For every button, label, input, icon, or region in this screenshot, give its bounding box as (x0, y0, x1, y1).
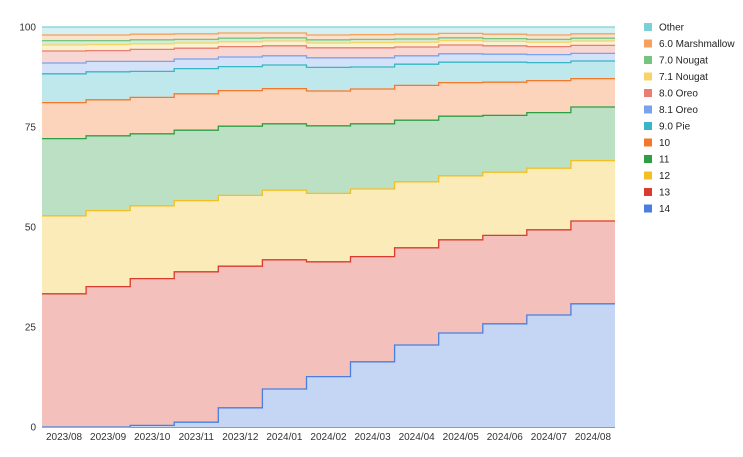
area-12 (42, 160, 615, 294)
x-tick-label: 2024/06 (487, 432, 524, 443)
legend-label: Other (659, 23, 685, 34)
y-tick-label: 50 (25, 223, 37, 234)
legend-swatch (644, 72, 652, 81)
x-tick-label: 2024/02 (310, 432, 347, 443)
y-tick-label: 25 (25, 323, 37, 334)
area-other (42, 27, 615, 35)
line-7-0-nougat (42, 37, 615, 42)
y-tick-label: 75 (25, 123, 37, 134)
legend-label: 8.0 Oreo (659, 89, 698, 100)
legend-swatch (644, 171, 652, 180)
x-tick-label: 2024/07 (531, 432, 568, 443)
axis-layer: 0 25 50 75 100 2023/08 2023/09 2023/10 2023/11 20… (19, 23, 611, 444)
legend-swatch (644, 204, 652, 213)
legend-label: 8.1 Oreo (659, 105, 698, 116)
legend-swatch (644, 122, 652, 130)
legend-label: 9.0 Pie (659, 122, 691, 133)
legend-swatch (644, 89, 652, 97)
line-6-0-marshmallow (42, 32, 615, 36)
legend-label: 10 (659, 138, 671, 149)
legend-swatch (644, 23, 652, 31)
legend-swatch (644, 138, 652, 147)
x-tick-label: 2023/09 (90, 432, 127, 443)
line-7-1-nougat (42, 39, 615, 46)
legend: Other 6.0 Marshmallow 7.0 Nougat 7.1 Nougat… (644, 23, 735, 215)
line-layer (42, 26, 615, 428)
legend-label: 14 (659, 204, 671, 215)
line-8-1-oreo (42, 52, 615, 64)
x-tick-label: 2024/01 (266, 432, 303, 443)
legend-label: 6.0 Marshmallow (659, 39, 735, 50)
y-tick-label: 0 (30, 423, 36, 434)
legend-label: 12 (659, 171, 671, 182)
x-tick-label: 2023/11 (179, 432, 215, 443)
legend-swatch (644, 39, 652, 48)
legend-label: 11 (659, 155, 670, 166)
area-14 (42, 303, 615, 427)
line-13 (42, 220, 615, 295)
x-tick-label: 2023/12 (222, 432, 259, 443)
legend-swatch (644, 56, 652, 64)
x-tick-label: 2024/08 (575, 432, 612, 443)
line-11 (42, 106, 615, 140)
line-8-0-oreo (42, 44, 615, 52)
area-layer (42, 27, 615, 427)
line-14 (42, 303, 615, 428)
area-13 (42, 221, 615, 427)
x-tick-label: 2023/10 (134, 432, 171, 443)
area-8-1-oreo (42, 53, 615, 74)
legend-label: 7.1 Nougat (659, 72, 708, 83)
x-tick-label: 2024/04 (399, 432, 436, 443)
line-10 (42, 77, 615, 104)
area-6-0-marshmallow (42, 33, 615, 41)
legend-swatch (644, 188, 652, 196)
legend-label: 13 (659, 188, 671, 199)
legend-label: 7.0 Nougat (659, 56, 708, 67)
x-tick-label: 2024/05 (443, 432, 480, 443)
line-9-0-pie (42, 60, 615, 75)
legend-swatch (644, 155, 652, 163)
area-10 (42, 78, 615, 139)
legend-swatch (644, 105, 652, 114)
y-tick-label: 100 (19, 23, 36, 34)
area-11 (42, 107, 615, 216)
line-12 (42, 159, 615, 217)
area-9-0-pie (42, 61, 615, 103)
x-tick-label: 2024/03 (354, 432, 391, 443)
x-tick-label: 2023/08 (46, 432, 83, 443)
